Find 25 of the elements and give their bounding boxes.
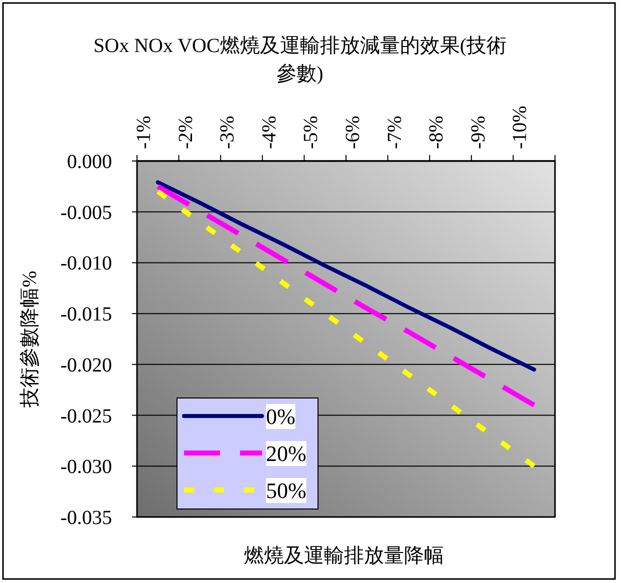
x-tick-label: -9%: [467, 116, 490, 149]
legend-label: 0%: [266, 404, 296, 429]
x-tick-label: -5%: [300, 116, 322, 149]
y-tick-label: -0.020: [60, 354, 112, 376]
y-tick-label: -0.030: [60, 456, 112, 478]
x-tick-label: -8%: [426, 116, 448, 149]
x-tick-label: -10%: [509, 106, 532, 149]
y-tick-label: -0.015: [60, 304, 112, 326]
chart-title: SOx NOx VOC燃燒及運輸排放減量的效果(技術參數): [92, 34, 508, 87]
line-series: [156, 180, 536, 372]
y-tick-label: -0.005: [60, 202, 112, 224]
x-tick-label: -2%: [174, 116, 197, 149]
y-axis-title: 技術參數降幅%: [19, 270, 41, 408]
x-tick-label: -1%: [132, 116, 155, 149]
y-tick-label: -0.010: [60, 252, 112, 275]
x-axis-title: 燃燒及運輸排放量降幅: [244, 545, 444, 567]
x-tick-label: -7%: [384, 116, 406, 149]
legend-label: 50%: [266, 478, 306, 503]
y-tick-label: -0.035: [60, 507, 112, 529]
x-tick-label: -3%: [216, 116, 239, 149]
x-tick-label: -6%: [342, 116, 364, 149]
legend-label: 20%: [266, 441, 306, 466]
y-tick-label: -0.025: [60, 405, 112, 428]
y-tick-label: 0.000: [67, 151, 112, 173]
x-tick-label: -4%: [258, 116, 280, 149]
